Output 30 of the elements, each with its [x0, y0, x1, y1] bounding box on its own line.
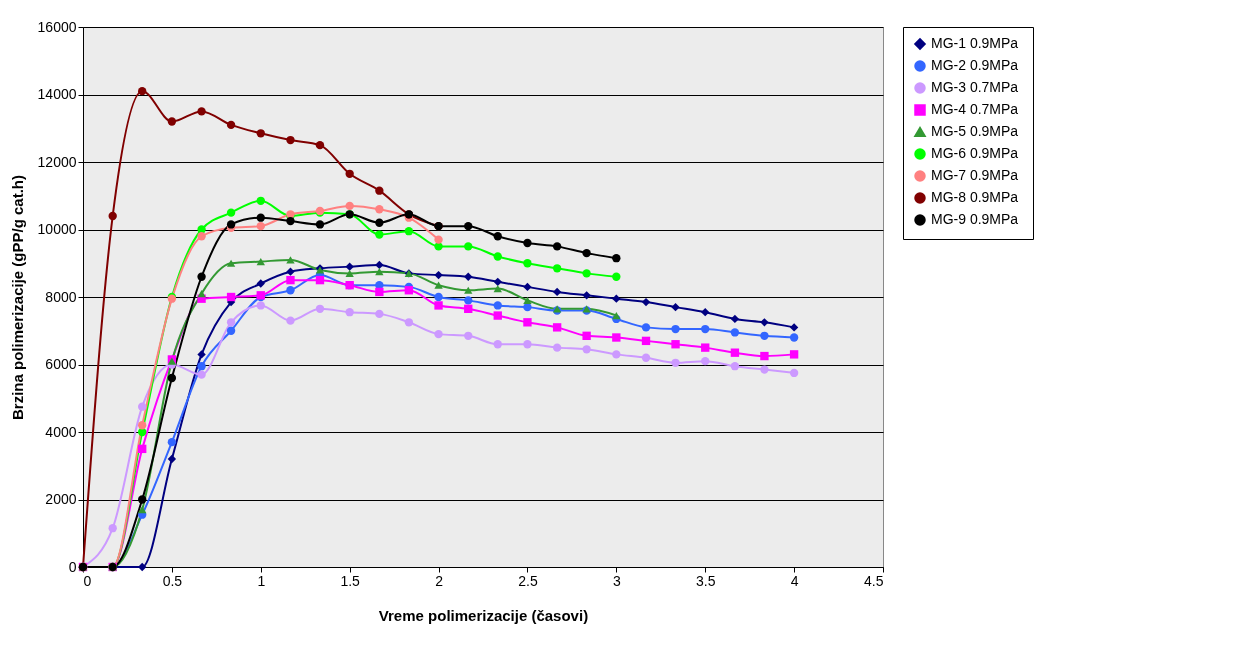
- x-tick-label: 3.5: [695, 572, 716, 589]
- y-tick-label: 16000: [37, 18, 77, 35]
- y-tick-label: 10000: [37, 221, 77, 237]
- y-tick-label: 8000: [45, 288, 77, 305]
- x-tick-label: 2: [435, 572, 444, 589]
- x-tick-label: 4.5: [864, 572, 884, 589]
- x-tick-label: 1: [257, 572, 266, 589]
- x-tick-label: 0: [83, 572, 92, 589]
- legend-label: MG-8 0.9MPa: [931, 189, 1019, 205]
- x-tick-label: 2.5: [518, 572, 538, 589]
- legend-label: MG-5 0.9MPa: [931, 123, 1019, 139]
- legend-label: MG-4 0.7MPa: [931, 101, 1019, 117]
- y-tick-label: 2000: [45, 491, 77, 507]
- x-axis-title: Vreme polimerizacije (časovi): [378, 606, 589, 624]
- legend-label: MG-9 0.9MPa: [931, 211, 1019, 227]
- y-tick-label: 0: [68, 558, 77, 575]
- y-tick-label: 6000: [45, 356, 77, 372]
- y-tick-label: 4000: [45, 423, 77, 440]
- legend-label: MG-1 0.9MPa: [931, 35, 1019, 51]
- legend-label: MG-6 0.9MPa: [931, 145, 1019, 161]
- y-tick-label: 12000: [37, 153, 77, 170]
- legend-label: MG-7 0.9MPa: [931, 167, 1019, 183]
- x-tick-label: 0.5: [162, 572, 183, 589]
- y-tick-label: 14000: [37, 86, 77, 102]
- y-axis-title: Brzina polimerizacije (gPP/g cat.h): [8, 174, 26, 421]
- legend-label: MG-3 0.7MPa: [931, 79, 1019, 95]
- x-tick-label: 4: [790, 572, 799, 589]
- x-tick-label: 3: [612, 572, 621, 589]
- x-tick-label: 1.5: [340, 572, 361, 589]
- legend-label: MG-2 0.9MPa: [931, 57, 1019, 73]
